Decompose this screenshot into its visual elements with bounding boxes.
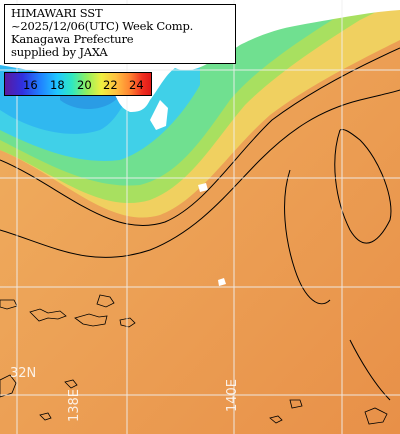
title-line-4: supplied by JAXA bbox=[11, 45, 108, 59]
colorbar-tick-18: 18 bbox=[50, 78, 65, 92]
colorbar-tick-16: 16 bbox=[23, 78, 38, 92]
colorbar-tick-22: 22 bbox=[103, 78, 118, 92]
contour-line-3 bbox=[334, 129, 392, 244]
title-line-3: Kanagawa Prefecture bbox=[11, 32, 134, 46]
land-izu-peninsula bbox=[150, 100, 168, 130]
title-line-2: ~2025/12/06(UTC) Week Comp. bbox=[11, 19, 194, 33]
land-oshima-island bbox=[198, 183, 208, 192]
contour-line-4 bbox=[284, 169, 331, 305]
lat-label-32n: 32N bbox=[10, 366, 37, 381]
temperature-colorbar: 16 18 20 22 24 bbox=[4, 72, 152, 96]
title-box: HIMAWARI SST ~2025/12/06(UTC) Week Comp.… bbox=[4, 4, 236, 64]
title-line-1: HIMAWARI SST bbox=[11, 6, 103, 20]
contour-line-5 bbox=[349, 339, 391, 401]
lon-label-138e: 138E bbox=[67, 388, 83, 423]
cloud-noise-patches bbox=[0, 294, 388, 425]
land-miyake-island bbox=[218, 278, 226, 286]
lon-label-140e: 140E bbox=[225, 378, 241, 413]
colorbar-tick-24: 24 bbox=[129, 78, 144, 92]
colorbar-tick-20: 20 bbox=[77, 78, 92, 92]
contour-line-1 bbox=[0, 47, 400, 227]
